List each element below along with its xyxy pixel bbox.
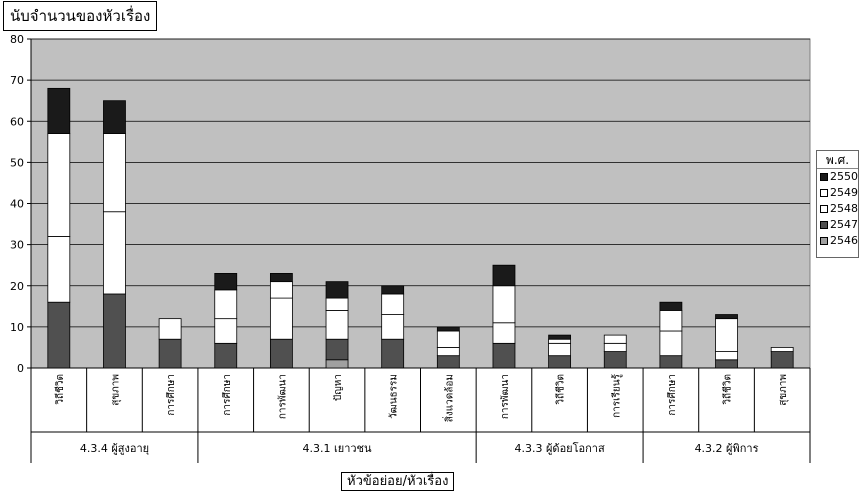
x-tick-label: การศึกษา xyxy=(221,374,233,416)
bar-segment xyxy=(325,359,349,369)
bar-segment xyxy=(548,355,572,369)
bar-segment xyxy=(381,293,405,315)
y-tick-label: 30 xyxy=(10,239,24,252)
bar-segment xyxy=(214,342,238,369)
legend-swatch xyxy=(820,221,828,229)
bar-segment xyxy=(103,211,126,295)
legend-swatch xyxy=(820,205,828,213)
legend-swatch xyxy=(820,173,828,181)
legend-item: 2549 xyxy=(817,185,858,201)
legend-swatch xyxy=(820,237,828,245)
bar-segment xyxy=(548,342,572,357)
bar-segment xyxy=(492,285,516,324)
bar-segment xyxy=(659,330,683,357)
x-tick-label: วิถีชีวิต xyxy=(722,374,734,405)
bar-segment xyxy=(548,338,572,344)
legend-item: 2550 xyxy=(817,169,858,185)
bar-segment xyxy=(214,289,238,320)
legend-label: 2546 xyxy=(830,234,858,247)
bar-segment xyxy=(492,322,516,344)
bar-segment xyxy=(659,355,683,369)
legend-item: 2547 xyxy=(817,217,858,233)
x-tick-label: สุขภาพ xyxy=(778,374,789,406)
x-tick-label: การพัฒนา xyxy=(277,374,288,419)
bar-segment xyxy=(269,281,293,299)
bar-segment xyxy=(436,326,460,332)
x-tick-label: การศึกษา xyxy=(165,374,177,416)
legend: พ.ศ. 2550 2549 2548 2547 2546 xyxy=(816,150,859,258)
bar-segment xyxy=(381,338,405,369)
bar-segment xyxy=(770,347,794,352)
y-tick-label: 40 xyxy=(10,198,24,211)
x-tick-label: สิ่งแวดล้อม xyxy=(441,374,455,422)
legend-label: 2550 xyxy=(830,170,858,183)
bar-segment xyxy=(325,338,349,361)
bar-segment xyxy=(47,301,71,369)
bar-segment xyxy=(436,347,460,357)
bar-segment xyxy=(492,264,516,287)
y-tick-label: 80 xyxy=(10,33,24,46)
group-label: 4.3.4 ผู้สูงอายุ xyxy=(80,442,149,455)
legend-title: พ.ศ. xyxy=(817,152,858,169)
x-axis-title: หัวข้อย่อย/หัวเรื่อง xyxy=(341,472,455,491)
x-tick-label: การเรียนรู้ xyxy=(610,373,622,418)
bar-segment xyxy=(715,359,738,369)
legend-label: 2547 xyxy=(830,218,858,231)
legend-item: 2548 xyxy=(817,201,858,217)
y-tick-label: 20 xyxy=(10,280,24,293)
y-axis-title: นับจำนวนของหัวเรื่อง xyxy=(3,1,158,31)
bar-segment xyxy=(603,342,627,352)
bar-segment xyxy=(269,273,293,283)
group-label: 4.3.3 ผู้ด้อยโอกาส xyxy=(515,441,605,455)
bar-segment xyxy=(269,297,293,340)
bar-segment xyxy=(381,314,405,340)
bar-segment xyxy=(214,273,238,291)
x-tick-label: วิถีชีวิต xyxy=(555,374,567,405)
bar-segment xyxy=(47,87,71,134)
x-tick-label: สุขภาพ xyxy=(110,374,121,406)
bar-segment xyxy=(770,351,794,369)
group-label: 4.3.2 ผู้พิการ xyxy=(695,442,759,455)
bar-segment xyxy=(381,285,405,295)
bar-segment xyxy=(325,281,349,299)
bar-segment xyxy=(659,310,683,332)
bar-segment xyxy=(325,310,349,340)
legend-swatch xyxy=(820,189,828,197)
bar-segment xyxy=(715,314,738,320)
bar-segment xyxy=(715,351,738,361)
y-tick-label: 50 xyxy=(10,156,24,169)
bar-segment xyxy=(436,355,460,369)
legend-label: 2549 xyxy=(830,186,858,199)
bar-segment xyxy=(325,297,349,311)
y-tick-label: 0 xyxy=(17,362,24,375)
bar-segment xyxy=(103,293,126,369)
bar-segment xyxy=(47,235,71,303)
bar-segment xyxy=(603,351,627,369)
bar-segment xyxy=(492,342,516,369)
x-tick-label: ปัญหา xyxy=(333,374,344,401)
bar-segment xyxy=(158,338,182,369)
group-label: 4.3.1 เยาวชน xyxy=(303,442,373,455)
bar-segment xyxy=(47,133,71,237)
y-tick-label: 10 xyxy=(10,321,24,334)
x-tick-label: วัฒนธรรม xyxy=(389,374,400,419)
x-tick-label: การศึกษา xyxy=(666,374,678,416)
bar-segment xyxy=(103,133,126,213)
legend-label: 2548 xyxy=(830,202,858,215)
bar-segment xyxy=(659,301,683,311)
x-tick-label: วิถีชีวิต xyxy=(54,374,66,405)
legend-item: 2546 xyxy=(817,233,858,249)
bar-segment xyxy=(603,334,627,344)
bar-segment xyxy=(715,318,738,352)
bar-segment xyxy=(103,100,126,134)
bar-segment xyxy=(269,338,293,369)
bar-segment xyxy=(436,330,460,348)
bar-segment xyxy=(158,318,182,340)
bar-segment xyxy=(214,318,238,344)
y-tick-label: 60 xyxy=(10,115,24,128)
bar-segment xyxy=(548,334,572,340)
y-tick-label: 70 xyxy=(10,74,24,87)
x-tick-label: การพัฒนา xyxy=(500,374,511,419)
